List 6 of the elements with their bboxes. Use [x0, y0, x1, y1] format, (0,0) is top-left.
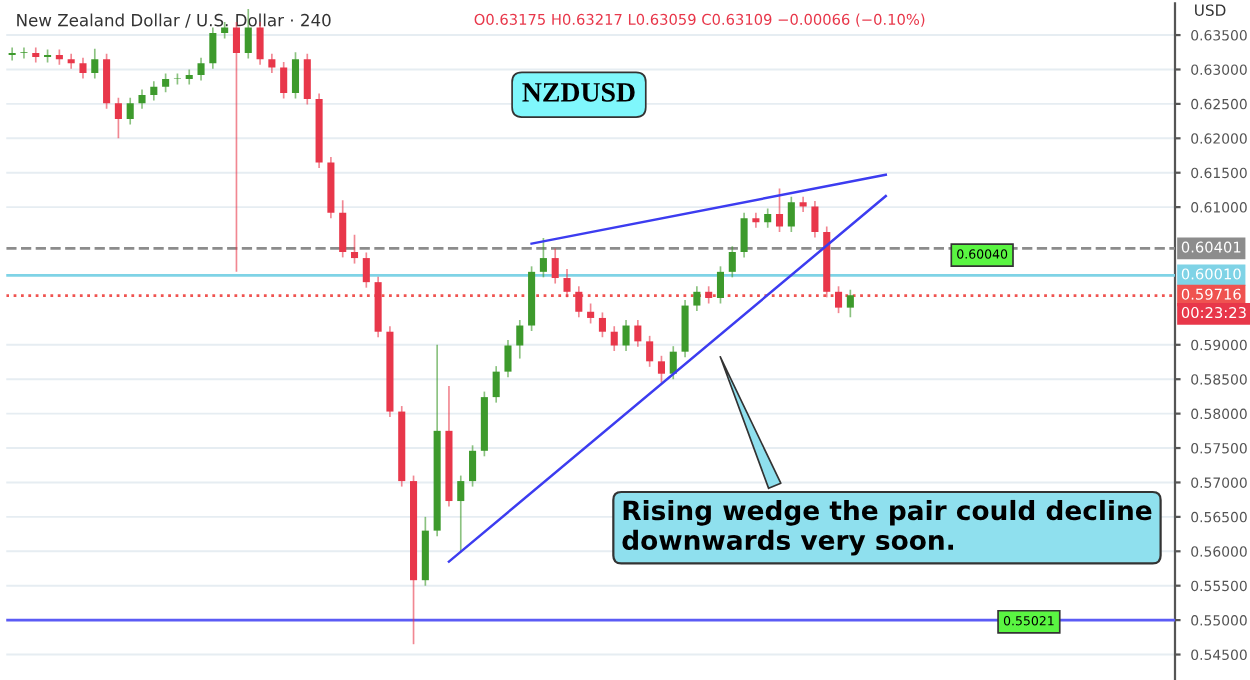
- candlestick: [8, 46, 16, 62]
- annotation: Rising wedge the pair could decline downwards very soon.: [622, 499, 1152, 556]
- candlestick: [185, 68, 193, 86]
- annotation: NZDUSD: [522, 83, 635, 102]
- candlestick: [20, 46, 28, 60]
- candlestick: [32, 46, 40, 64]
